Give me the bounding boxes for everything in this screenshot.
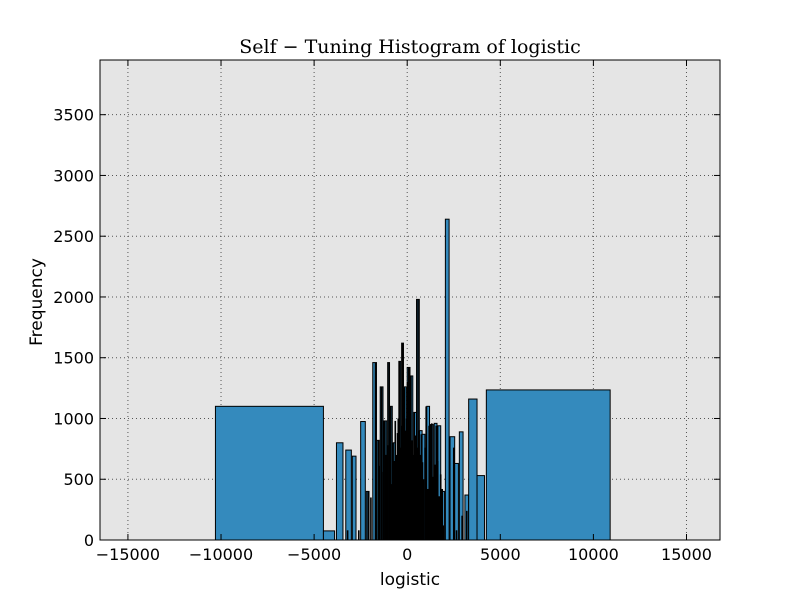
x-tick-label: 10000 — [568, 545, 619, 564]
y-tick-label: 500 — [63, 470, 94, 489]
histogram-bar — [468, 398, 478, 541]
histogram-bar — [444, 218, 450, 541]
histogram-spike-bins — [346, 299, 468, 540]
x-tick-label: −15000 — [96, 545, 160, 564]
x-tick-label: −10000 — [189, 545, 253, 564]
x-axis-ticks: −15000 −10000 −5000 0 5000 10000 15000 — [96, 60, 712, 564]
chart-title: Self − Tuning Histogram of logistic — [239, 36, 581, 58]
y-tick-label: 2000 — [53, 288, 94, 307]
histogram-bar — [335, 442, 344, 541]
y-axis-ticks: 0 500 1000 1500 2000 2500 3000 3500 — [53, 106, 720, 550]
y-tick-label: 1000 — [53, 409, 94, 428]
x-axis-label: logistic — [380, 570, 440, 590]
histogram-bar — [351, 455, 357, 541]
y-tick-label: 3000 — [53, 166, 94, 185]
y-tick-label: 0 — [84, 531, 94, 550]
x-tick-label: 15000 — [661, 545, 712, 564]
y-tick-label: 2500 — [53, 227, 94, 246]
histogram-bar — [322, 530, 336, 541]
histogram-bar — [345, 449, 352, 541]
y-axis-label: Frequency — [27, 258, 47, 346]
x-tick-label: 0 — [402, 545, 412, 564]
histogram-bar — [454, 462, 459, 541]
histogram-bar — [476, 475, 485, 541]
histogram-bar — [485, 389, 611, 541]
histogram-bar — [360, 421, 366, 541]
x-tick-label: 5000 — [480, 545, 521, 564]
plot-frame — [99, 59, 721, 541]
x-tick-label: −5000 — [287, 545, 341, 564]
y-tick-label: 1500 — [53, 349, 94, 368]
histogram-bar — [214, 405, 324, 541]
y-tick-label: 3500 — [53, 106, 94, 125]
